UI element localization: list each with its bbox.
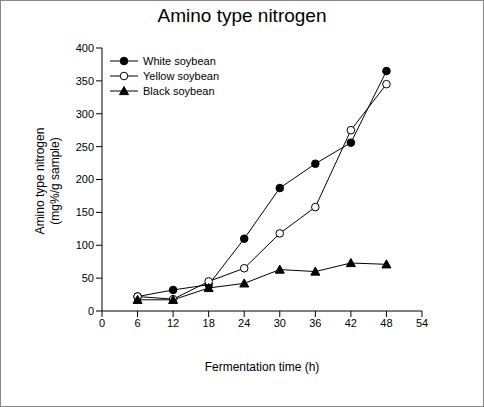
html-text:Black soybean: Black soybean xyxy=(143,84,215,97)
svg-text:36: 36 xyxy=(309,317,321,329)
svg-text:200: 200 xyxy=(76,173,94,185)
svg-text:6: 6 xyxy=(134,317,140,329)
svg-text:300: 300 xyxy=(76,108,94,120)
svg-text:250: 250 xyxy=(76,141,94,153)
svg-text:150: 150 xyxy=(76,206,94,218)
html-text:Amino type nitrogen: Amino type nitrogen xyxy=(33,127,47,235)
svg-text:12: 12 xyxy=(167,317,179,329)
html-text:Yellow soybean: Yellow soybean xyxy=(143,69,219,82)
html-text:(mg%/g sample): (mg%/g sample) xyxy=(48,137,62,225)
svg-text:0: 0 xyxy=(99,317,105,329)
svg-text:400: 400 xyxy=(76,42,94,54)
svg-text:50: 50 xyxy=(82,272,94,284)
svg-text:0: 0 xyxy=(88,305,94,317)
svg-text:18: 18 xyxy=(203,317,215,329)
svg-text:100: 100 xyxy=(76,239,94,251)
svg-text:Fermentation time (h): Fermentation time (h) xyxy=(205,360,320,374)
html-text:Amino type nitrogen: Amino type nitrogen xyxy=(157,5,327,26)
html-text:White soybean: White soybean xyxy=(143,54,216,67)
svg-text:54: 54 xyxy=(416,317,428,329)
svg-text:48: 48 xyxy=(380,317,392,329)
svg-text:24: 24 xyxy=(238,317,250,329)
svg-text:350: 350 xyxy=(76,75,94,87)
svg-text:42: 42 xyxy=(345,317,357,329)
svg-text:30: 30 xyxy=(274,317,286,329)
